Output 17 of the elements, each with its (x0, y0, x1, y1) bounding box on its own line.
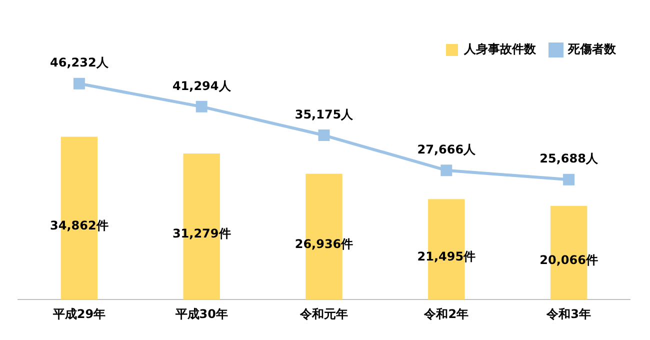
x-tick-label: 平成29年 (52, 306, 106, 321)
x-tick-label: 令和2年 (423, 306, 469, 321)
point (563, 174, 575, 186)
x-tick-label: 令和元年 (299, 306, 348, 321)
legend-label: 死傷者数 (567, 42, 617, 56)
point (73, 78, 85, 90)
data-label: 35,175人 (294, 107, 354, 122)
point (440, 164, 452, 176)
data-label: 41,294人 (172, 78, 232, 93)
legend-label: 人身事故件数 (463, 42, 537, 56)
data-label: 46,232人 (50, 56, 110, 70)
data-label: 27,666人 (417, 142, 477, 156)
data-label: 25,688人 (540, 152, 599, 166)
x-tick-label: 令和3年 (546, 306, 591, 321)
x-tick-label: 平成30年 (174, 306, 228, 321)
point (318, 130, 330, 142)
point (196, 100, 208, 112)
